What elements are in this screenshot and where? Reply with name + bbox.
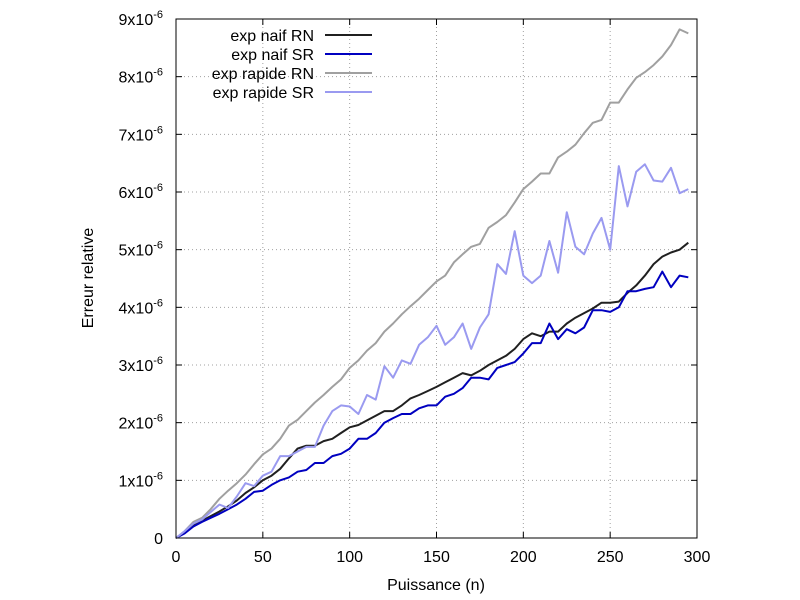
y-tick-label: 3x10-6	[119, 355, 163, 375]
legend-label: exp naif RN	[230, 28, 314, 45]
y-tick-mantissa: 6x10	[119, 185, 154, 202]
y-tick-label: 0	[154, 531, 163, 548]
series-line-4	[175, 163, 689, 539]
y-tick-mantissa: 2x10	[119, 416, 154, 433]
y-axis-tick-labels: 01x10-62x10-63x10-64x10-65x10-66x10-67x1…	[119, 9, 164, 548]
y-tick-exponent: -6	[153, 182, 163, 194]
y-tick-mantissa: 7x10	[119, 127, 154, 144]
series-line-2	[175, 270, 689, 539]
x-tick-label: 200	[510, 549, 537, 566]
y-tick-exponent: -6	[153, 9, 163, 21]
y-tick-exponent: -6	[153, 355, 163, 367]
y-tick-mantissa: 9x10	[119, 12, 154, 29]
y-tick-mantissa: 0	[154, 531, 163, 548]
y-tick-mantissa: 4x10	[119, 300, 154, 317]
y-tick-exponent: -6	[153, 240, 163, 252]
legend-label: exp rapide RN	[212, 66, 314, 83]
legend-label: exp naif SR	[231, 47, 314, 64]
series-lines	[175, 28, 689, 539]
x-tick-label: 150	[423, 549, 450, 566]
y-tick-mantissa: 8x10	[119, 70, 154, 87]
x-tick-label: 100	[336, 549, 363, 566]
y-tick-exponent: -6	[153, 470, 163, 482]
y-tick-label: 2x10-6	[119, 413, 163, 433]
y-tick-label: 1x10-6	[119, 470, 163, 490]
y-tick-exponent: -6	[153, 124, 163, 136]
x-tick-label: 50	[254, 549, 272, 566]
y-tick-exponent: -6	[153, 297, 163, 309]
y-tick-exponent: -6	[153, 67, 163, 79]
y-tick-label: 6x10-6	[119, 182, 163, 202]
axis-ticks	[175, 18, 698, 539]
y-tick-mantissa: 1x10	[119, 473, 154, 490]
y-tick-exponent: -6	[153, 413, 163, 425]
y-tick-mantissa: 5x10	[119, 243, 154, 260]
x-tick-label: 300	[684, 549, 711, 566]
x-axis-tick-labels: 0 50 100 150 200 250 300	[172, 549, 711, 566]
grid-lines	[176, 19, 697, 538]
y-tick-label: 5x10-6	[119, 240, 163, 260]
series-line-3	[175, 28, 689, 539]
legend-label: exp rapide SR	[213, 85, 314, 102]
y-tick-label: 7x10-6	[119, 124, 163, 144]
x-tick-label: 0	[172, 549, 181, 566]
series-line-1	[175, 241, 689, 539]
y-tick-label: 9x10-6	[119, 9, 163, 29]
x-axis-label: Puissance (n)	[387, 577, 485, 594]
y-tick-mantissa: 3x10	[119, 358, 154, 375]
y-tick-label: 8x10-6	[119, 67, 163, 87]
legend: exp naif RN exp naif SR exp rapide RN exp r…	[212, 28, 372, 102]
y-axis-label: Erreur relative	[80, 228, 97, 329]
y-tick-label: 4x10-6	[119, 297, 163, 317]
x-tick-label: 250	[597, 549, 624, 566]
